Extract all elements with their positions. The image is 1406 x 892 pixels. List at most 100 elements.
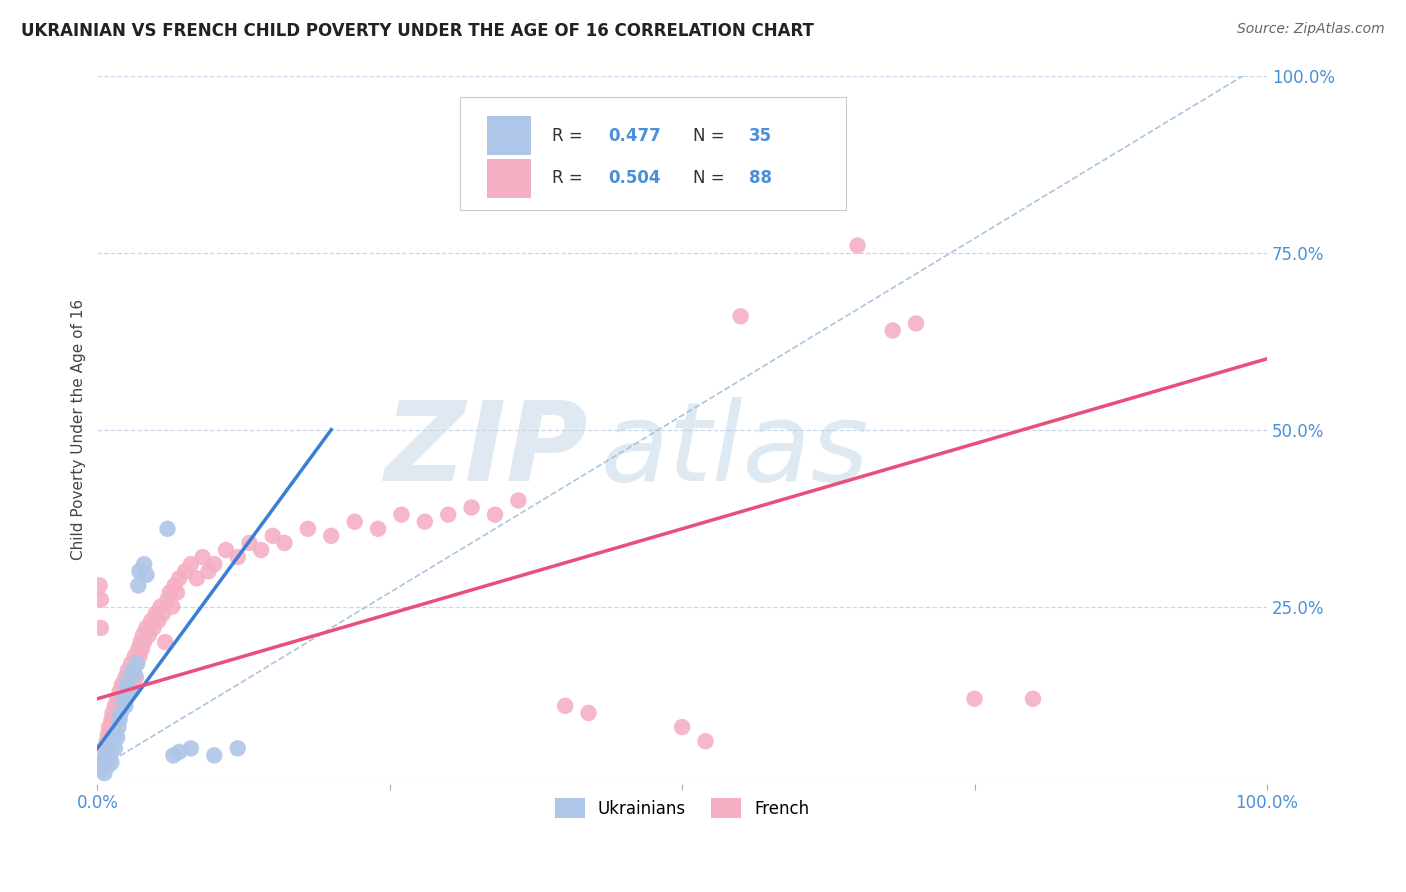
Point xyxy=(131,642,153,657)
Point xyxy=(117,664,139,678)
Point xyxy=(90,592,112,607)
FancyBboxPatch shape xyxy=(460,96,846,211)
Point xyxy=(180,557,202,571)
Point xyxy=(167,745,190,759)
Point xyxy=(413,515,436,529)
Point xyxy=(882,323,904,337)
Point xyxy=(273,536,295,550)
Point xyxy=(156,522,179,536)
Text: atlas: atlas xyxy=(600,397,869,504)
Point xyxy=(104,741,127,756)
FancyBboxPatch shape xyxy=(486,159,531,198)
Point xyxy=(105,727,128,741)
Point xyxy=(110,706,132,720)
Point xyxy=(321,529,343,543)
Point xyxy=(105,713,128,727)
Point xyxy=(108,713,131,727)
Point xyxy=(202,748,225,763)
Point xyxy=(226,550,249,565)
Point xyxy=(105,691,128,706)
Point xyxy=(367,522,389,536)
Point xyxy=(152,607,174,621)
Point xyxy=(124,649,146,664)
Point xyxy=(197,564,219,578)
Text: 88: 88 xyxy=(749,169,772,187)
Point xyxy=(120,657,142,671)
Point xyxy=(94,748,117,763)
Point xyxy=(250,543,273,558)
Point xyxy=(153,635,176,649)
Point xyxy=(121,664,143,678)
Point xyxy=(125,671,148,685)
Point xyxy=(110,698,132,713)
Text: N =: N = xyxy=(693,169,730,187)
Point xyxy=(104,698,127,713)
Point xyxy=(112,691,135,706)
Point xyxy=(343,515,366,529)
Point xyxy=(124,667,146,681)
FancyBboxPatch shape xyxy=(486,116,531,155)
Point xyxy=(127,578,149,592)
Point xyxy=(97,727,120,741)
Point xyxy=(127,642,149,657)
Point xyxy=(202,557,225,571)
Point xyxy=(115,677,138,691)
Point xyxy=(437,508,460,522)
Point xyxy=(91,763,114,777)
Point xyxy=(391,508,413,522)
Point xyxy=(89,578,111,592)
Point xyxy=(846,238,869,252)
Point xyxy=(117,674,139,689)
Point xyxy=(297,522,319,536)
Point xyxy=(90,763,112,777)
Point xyxy=(186,571,208,585)
Point xyxy=(127,657,149,671)
Point xyxy=(554,698,576,713)
Point xyxy=(145,607,167,621)
Point xyxy=(135,567,157,582)
Point xyxy=(101,706,124,720)
Point xyxy=(94,748,117,763)
Point xyxy=(134,557,156,571)
Point xyxy=(96,734,118,748)
Point xyxy=(93,766,115,780)
Point xyxy=(135,621,157,635)
Text: 0.504: 0.504 xyxy=(609,169,661,187)
Point xyxy=(262,529,284,543)
Point xyxy=(97,759,120,773)
Point xyxy=(578,706,600,720)
Point xyxy=(671,720,693,734)
Point xyxy=(120,684,142,698)
Point xyxy=(128,564,150,578)
Point xyxy=(93,741,115,756)
Point xyxy=(160,599,183,614)
Point xyxy=(103,720,125,734)
Text: 0.477: 0.477 xyxy=(609,127,661,145)
Point xyxy=(159,585,181,599)
Point xyxy=(142,621,165,635)
Point xyxy=(91,759,114,773)
Point xyxy=(149,599,172,614)
Point xyxy=(484,508,506,522)
Point xyxy=(120,671,142,685)
Point xyxy=(111,677,134,691)
Point xyxy=(215,543,238,558)
Point xyxy=(100,713,122,727)
Point xyxy=(98,748,121,763)
Point xyxy=(460,500,482,515)
Point xyxy=(112,691,135,706)
Point xyxy=(963,691,986,706)
Point xyxy=(1022,691,1045,706)
Point xyxy=(905,317,928,331)
Text: R =: R = xyxy=(553,169,588,187)
Point xyxy=(238,536,260,550)
Point xyxy=(98,720,121,734)
Point xyxy=(132,628,155,642)
Point xyxy=(107,720,129,734)
Point xyxy=(127,657,149,671)
Point xyxy=(129,635,152,649)
Point xyxy=(163,578,186,592)
Point xyxy=(115,681,138,695)
Point xyxy=(138,628,160,642)
Point xyxy=(112,684,135,698)
